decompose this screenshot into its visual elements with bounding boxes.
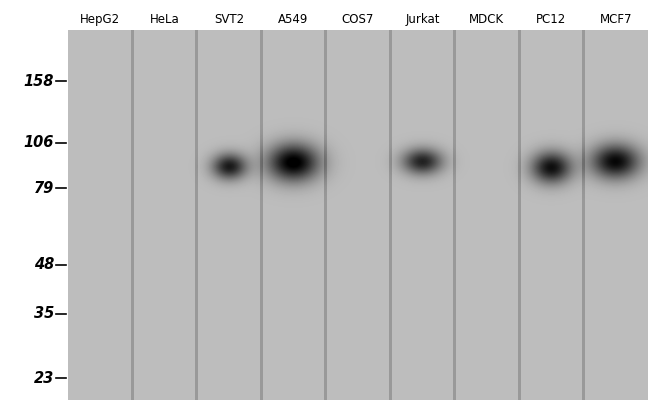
Text: COS7: COS7 bbox=[342, 13, 374, 26]
Text: PC12: PC12 bbox=[536, 13, 566, 26]
Text: MDCK: MDCK bbox=[469, 13, 504, 26]
Text: 79: 79 bbox=[34, 181, 54, 196]
Text: 48: 48 bbox=[34, 257, 54, 273]
Text: MCF7: MCF7 bbox=[599, 13, 632, 26]
Text: 35: 35 bbox=[34, 306, 54, 321]
Text: 158: 158 bbox=[23, 74, 54, 89]
Text: 106: 106 bbox=[23, 135, 54, 150]
Text: A549: A549 bbox=[278, 13, 309, 26]
Text: HepG2: HepG2 bbox=[80, 13, 120, 26]
Text: 23: 23 bbox=[34, 371, 54, 386]
Text: HeLa: HeLa bbox=[150, 13, 179, 26]
Text: SVT2: SVT2 bbox=[214, 13, 244, 26]
Text: Jurkat: Jurkat bbox=[405, 13, 439, 26]
